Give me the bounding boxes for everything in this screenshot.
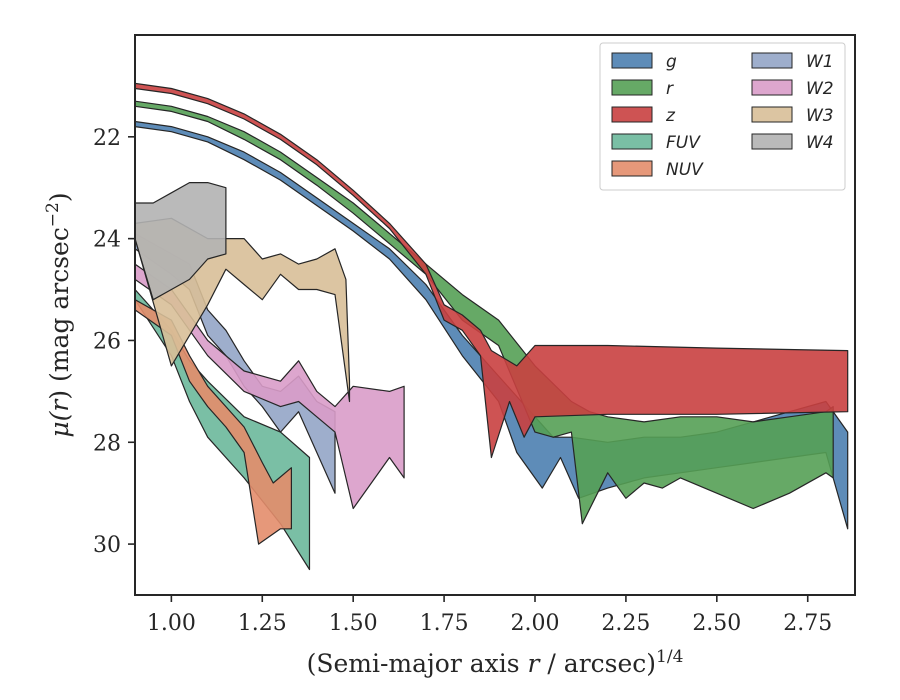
legend-label-fuv: FUV xyxy=(666,133,701,153)
x-tick-label: 1.75 xyxy=(420,611,469,636)
legend-label-w2: W2 xyxy=(806,79,834,99)
x-tick-label: 2.00 xyxy=(511,611,560,636)
legend-label-g: g xyxy=(666,52,677,72)
legend-swatch-fuv xyxy=(611,133,653,150)
x-tick-label: 1.50 xyxy=(329,611,378,636)
tick-layer: 1.00 1.25 1.50 1.75 2.00 2.25 2.50 2.75 22 24 26 28… xyxy=(93,126,832,636)
legend-swatch-w4 xyxy=(751,133,793,150)
legend-label-z: z xyxy=(665,106,676,126)
legend-label-r: r xyxy=(666,79,674,99)
x-axis-title: (Semi-major axis r / arcsec)1/4 xyxy=(307,647,684,678)
x-tick-label: 2.25 xyxy=(601,611,650,636)
series-band-z xyxy=(135,82,849,459)
legend-swatch-w3 xyxy=(751,106,793,123)
x-tick-label: 1.00 xyxy=(147,611,196,636)
legend: grz FUV NUV W1 W2 W3 W4 xyxy=(599,42,846,191)
legend-swatch-z xyxy=(611,106,653,123)
legend-swatch-w2 xyxy=(751,79,793,96)
legend-swatch-w1 xyxy=(751,52,793,69)
y-tick-label: 24 xyxy=(93,228,121,253)
series-band-w2 xyxy=(135,263,405,510)
y-tick-label: 26 xyxy=(93,329,121,354)
legend-label-nuv: NUV xyxy=(666,160,704,180)
legend-swatch-nuv xyxy=(611,160,653,177)
legend-label-w1: W1 xyxy=(806,52,834,72)
series-layer xyxy=(135,82,849,571)
y-tick-label: 22 xyxy=(93,126,121,151)
x-tick-label: 2.50 xyxy=(692,611,741,636)
legend-swatch-g xyxy=(611,52,653,69)
y-axis-title: μ(r) (mag arcsec−2) xyxy=(43,192,74,437)
legend-label-w4: W4 xyxy=(806,133,834,153)
legend-swatch-r xyxy=(611,79,653,96)
x-tick-label: 2.75 xyxy=(783,611,832,636)
y-tick-label: 28 xyxy=(93,431,121,456)
series-band-nuv xyxy=(135,299,292,545)
plot-frame xyxy=(134,34,856,596)
legend-label-w3: W3 xyxy=(806,106,834,126)
y-tick-label: 30 xyxy=(93,533,121,558)
x-tick-label: 1.25 xyxy=(238,611,287,636)
series-band-w4 xyxy=(135,182,227,301)
